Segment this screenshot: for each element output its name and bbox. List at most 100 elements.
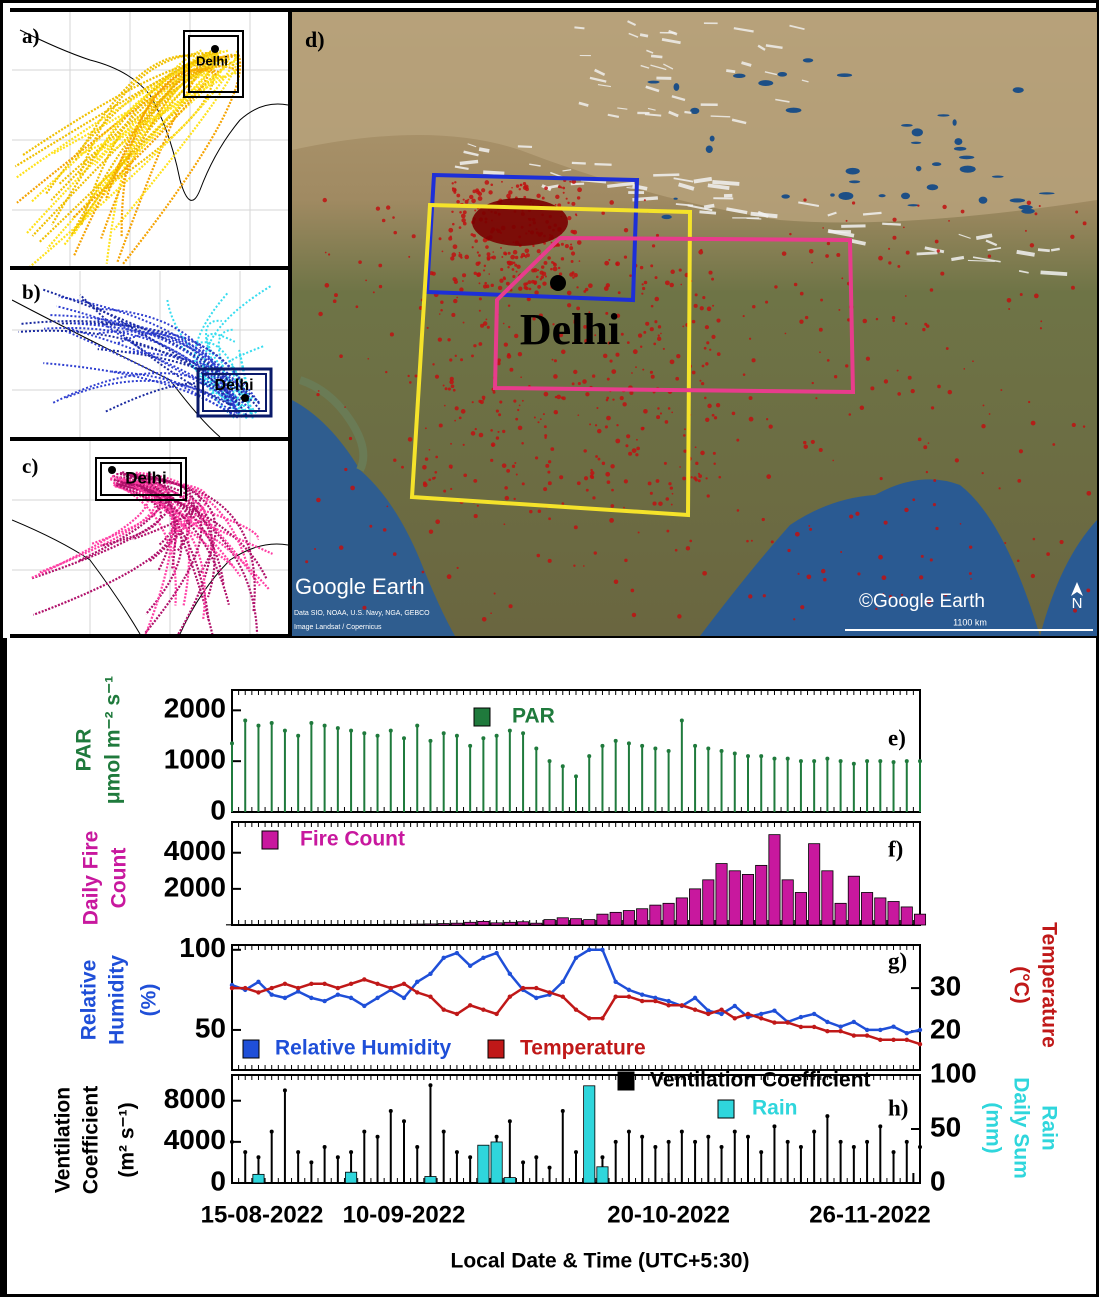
lake [830,193,835,196]
fire-dot [457,567,459,569]
fire-dot [616,424,618,426]
fire-dot [536,276,539,279]
fire-dot [551,261,554,264]
fire-dot [519,188,521,190]
fire-dot [519,405,521,407]
fire-dot [660,412,662,414]
fire-dot [567,291,572,296]
fire-dot [487,252,491,256]
fire-dot [520,376,522,378]
fire-dot [515,418,518,421]
fire-dot [514,462,516,464]
fire-dot [483,269,485,271]
fire-dot [621,333,624,336]
fire-dot [463,210,467,214]
fire-dot [811,262,813,264]
fire-dot [523,283,527,287]
fire-dot [314,548,316,550]
stem-marker [402,1119,406,1123]
bar [703,880,714,925]
fire-dot [450,236,452,238]
fire-dot [940,272,944,276]
fire-dot [683,434,686,437]
fire-dot [700,306,704,310]
point [561,980,565,984]
fire-dot [650,264,653,267]
fire-dot [655,276,658,279]
fire-dot [917,204,919,206]
fire-dot [642,283,644,285]
fire-dot [463,199,465,201]
fire-dot [576,286,578,288]
point [799,1015,803,1019]
fire-dot [393,231,397,235]
bar [504,1178,515,1183]
fire-dot [668,407,671,410]
fire-dot [624,255,627,258]
bar [570,919,581,925]
fire-dot [474,209,476,211]
fire-dot [477,251,479,253]
fire-dot [1086,589,1090,593]
fire-dot [969,545,972,548]
panel-label: a) [22,24,40,48]
stem-marker [905,759,909,763]
fire-dot [453,299,457,303]
fire-dot [537,285,541,289]
stem-marker [468,1155,472,1159]
fire-dot [981,424,985,428]
fire-dot [612,398,614,400]
stem-marker [428,1083,432,1087]
fire-dot [460,358,463,361]
panel-label: f) [888,836,903,861]
fire-dot [544,261,548,265]
fire-dot [822,227,824,229]
point [838,1025,842,1029]
fire-dot [576,214,578,216]
stem-marker [309,1160,313,1164]
fire-dot [585,392,589,396]
fire-dot [472,246,474,248]
fire-dot [496,409,499,412]
fire-dot [1031,574,1035,578]
fire-dot [1030,243,1034,247]
fire-dot [439,237,442,240]
bar [729,871,740,925]
point [613,995,617,999]
point [494,1012,498,1016]
point [640,992,644,996]
fire-dot [502,463,507,468]
fire-dot [479,297,482,300]
fire-dot [434,477,436,479]
fire-dot [513,250,518,255]
fire-dot [819,448,823,452]
bar [835,903,846,925]
bar [676,898,687,925]
fire-dot [933,479,936,482]
fire-dot [1031,421,1036,426]
y-axis-title: Daily Fire [80,831,103,926]
stem-marker [852,762,856,766]
fire-dot [930,558,933,561]
stem-marker [852,1145,856,1149]
bar [372,924,383,925]
fire-dot [961,210,965,214]
snow-streak [726,71,735,72]
y-axis-title: Count [108,848,131,909]
bar [385,924,396,925]
fire-dot [998,487,1000,489]
fire-dot [477,505,479,507]
fire-dot [686,546,690,550]
bar [623,911,634,925]
fire-dot [488,190,492,194]
fire-dot [675,549,678,552]
fire-dot [679,269,682,272]
bar [716,864,727,925]
fire-dot [946,347,949,350]
fire-dot [518,286,522,290]
fire-dot [598,458,601,461]
fire-dot [454,280,458,284]
fire-dot [935,527,938,530]
fire-dot [456,297,458,299]
fire-dot [888,248,890,250]
